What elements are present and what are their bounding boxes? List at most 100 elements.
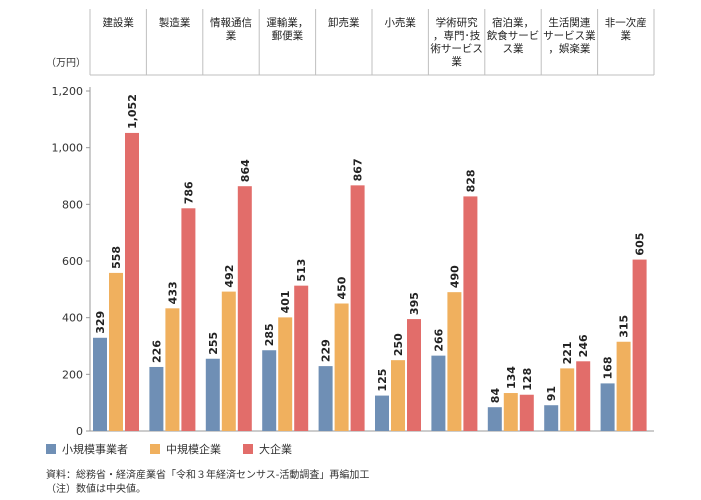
category-label: 郵便業 [272,29,304,42]
value-label: 315 [618,315,631,338]
legend-item-medium: 中規模企業 [150,441,221,457]
value-label: 285 [263,323,276,346]
bar-small [93,337,107,431]
legend-item-small: 小規模事業者 [46,441,128,457]
category-label: 業 [226,29,237,42]
bar-medium [165,308,180,431]
bar-small [149,366,164,431]
value-label: 490 [448,265,461,288]
bar-small [431,355,446,431]
bar-large [125,132,139,431]
bar-large [519,394,534,431]
legend-label-large: 大企業 [259,443,292,456]
y-axis-unit-label: （万円） [46,57,86,69]
category-label: ，娯楽業 [548,42,590,55]
value-label: 864 [239,159,252,182]
value-label: 250 [392,333,405,356]
value-label: 867 [352,158,365,181]
value-label: 828 [464,169,477,192]
legend-swatch-small [46,444,56,454]
value-label: 329 [94,311,107,334]
legend: 小規模事業者 中規模企業 大企業 [46,441,292,457]
bar-large [181,208,196,431]
value-label: 401 [279,290,292,313]
y-tick-label: 800 [62,198,83,211]
value-label: 226 [150,340,163,363]
bar-medium [278,317,293,431]
category-label: 業 [451,55,462,68]
category-label: 業 [621,29,632,42]
legend-item-large: 大企業 [243,441,292,457]
y-tick-label: 1,000 [52,142,84,155]
category-label: 小売業 [384,16,416,29]
category-label: 生活関連 [548,16,590,29]
legend-swatch-large [243,444,253,454]
bar-large [463,196,478,431]
category-label: 情報通信 [210,16,252,29]
category-label: 建設業 [102,16,134,29]
bar-small [487,407,502,431]
value-label: 605 [634,233,647,256]
value-label: 266 [432,328,445,351]
bar-large [632,259,647,431]
bar-small [262,350,277,431]
bar-small [205,358,220,431]
value-label: 255 [207,332,220,355]
bar-medium [616,341,631,431]
value-label: 395 [408,292,421,315]
category-label: 製造業 [159,16,191,29]
bar-large [407,319,421,431]
bar-medium [334,303,349,431]
value-label: 1,052 [126,94,139,129]
source-note: 資料：総務省・経済産業省「令和３年経済センサス-活動調査」再編加工 [46,470,370,481]
value-label: 134 [505,366,518,389]
category-label: 飲食サービ [487,29,540,42]
value-label: 786 [182,181,195,204]
value-label: 221 [561,341,574,364]
category-label: 学術研究 [436,16,478,29]
footnote: （注）数値は中央値。 [46,484,146,495]
y-tick-label: 200 [62,368,83,381]
category-label: 非一次産 [605,16,647,29]
bar-small [375,395,389,431]
notes: 資料：総務省・経済産業省「令和３年経済センサス-活動調査」再編加工 （注）数値は… [46,469,369,497]
value-label: 513 [295,259,308,282]
bar-large [237,186,252,431]
value-label: 450 [336,276,349,299]
value-label: 168 [602,356,615,379]
y-tick-label: 400 [62,312,83,325]
category-label: 宿泊業， [492,16,534,29]
bar-medium [560,368,575,431]
bar-large [576,361,591,431]
category-label: ，専門･技 [433,29,481,42]
category-label: 運輸業， [266,16,308,29]
legend-label-medium: 中規模企業 [166,443,221,456]
legend-label-small: 小規模事業者 [62,443,128,456]
value-label: 229 [320,339,333,362]
value-label: 433 [166,281,179,304]
bar-medium [503,393,518,431]
bar-medium [391,360,405,431]
y-tick-label: 0 [76,425,83,438]
value-label: 125 [376,369,389,392]
value-label: 128 [521,368,534,391]
bars [93,132,647,431]
value-label: 84 [489,388,502,404]
value-label: 246 [577,334,590,357]
category-label: サービス業 [543,29,596,42]
bar-medium [447,292,462,431]
bar-small [318,366,333,431]
bar-large [350,185,365,431]
value-label: 558 [110,246,123,269]
category-label: 術サービス [430,42,483,55]
bar-large [294,285,309,431]
bar-medium [109,272,123,431]
bar-small [600,383,615,431]
bar-medium [221,291,236,431]
value-label: 91 [545,386,558,401]
legend-swatch-medium [150,444,160,454]
y-tick-label: 1,200 [52,85,84,98]
value-label: 492 [223,265,236,288]
